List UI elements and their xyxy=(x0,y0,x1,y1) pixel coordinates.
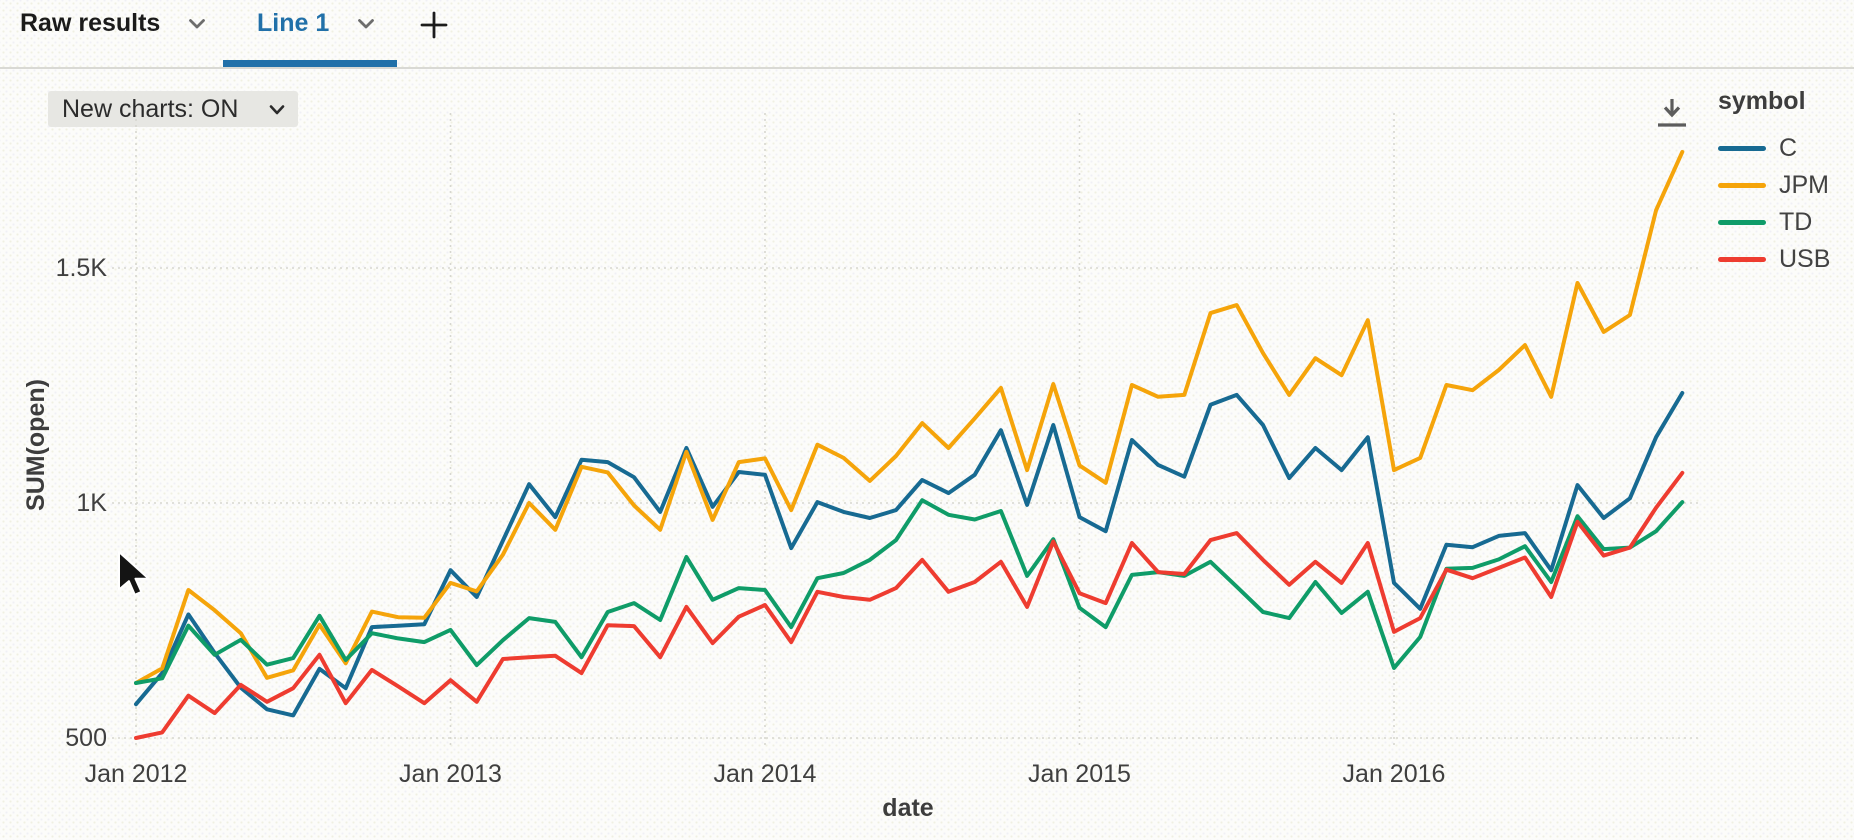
legend-title: symbol xyxy=(1718,87,1806,115)
legend-label: USB xyxy=(1779,245,1831,273)
new-charts-toggle[interactable]: New charts: ON xyxy=(48,91,298,127)
chevron-down-icon[interactable] xyxy=(185,12,209,36)
legend-item-C[interactable]: C xyxy=(1718,135,1850,161)
mouse-cursor-icon xyxy=(117,551,151,602)
series-line-TD xyxy=(134,498,1685,685)
plus-icon xyxy=(419,11,449,43)
chevron-down-icon xyxy=(266,99,288,121)
download-chart-button[interactable] xyxy=(1654,94,1690,132)
legend-item-JPM[interactable]: JPM xyxy=(1718,172,1850,198)
legend-label: JPM xyxy=(1779,171,1829,199)
new-charts-label: New charts: ON xyxy=(62,95,239,123)
legend-item-USB[interactable]: USB xyxy=(1718,246,1850,272)
y-tick-label: 500 xyxy=(65,724,107,752)
x-tick-label: Jan 2015 xyxy=(1028,760,1131,788)
x-tick-label: Jan 2016 xyxy=(1342,760,1446,788)
legend-items: C JPM TD USB xyxy=(1718,135,1850,272)
tab-line-1[interactable]: Line 1 xyxy=(257,9,330,37)
tab-bar: Raw results Line 1 xyxy=(0,0,1854,69)
legend-label: TD xyxy=(1779,208,1813,236)
x-axis-title: date xyxy=(882,794,934,822)
x-tick-label: Jan 2012 xyxy=(84,760,188,788)
download-icon xyxy=(1654,99,1690,135)
series-line-USB xyxy=(134,470,1685,740)
y-tick-label: 1K xyxy=(76,489,107,517)
chevron-down-icon[interactable] xyxy=(354,12,378,36)
chart-legend: symbol C JPM TD USB xyxy=(1718,88,1850,283)
x-tick-label: Jan 2013 xyxy=(399,760,502,788)
legend-item-TD[interactable]: TD xyxy=(1718,209,1850,235)
series-line-C xyxy=(134,391,1685,718)
y-tick-label: 1.5K xyxy=(55,254,107,282)
legend-label: C xyxy=(1779,134,1798,162)
add-chart-button[interactable] xyxy=(419,10,449,40)
active-tab-underline xyxy=(223,60,397,67)
legend-swatch xyxy=(1718,219,1766,225)
legend-swatch xyxy=(1718,182,1766,188)
legend-swatch xyxy=(1718,145,1766,151)
series-line-JPM xyxy=(134,149,1685,685)
x-tick-label: Jan 2014 xyxy=(713,760,817,788)
legend-swatch xyxy=(1718,256,1766,262)
tab-raw-results[interactable]: Raw results xyxy=(20,9,161,37)
